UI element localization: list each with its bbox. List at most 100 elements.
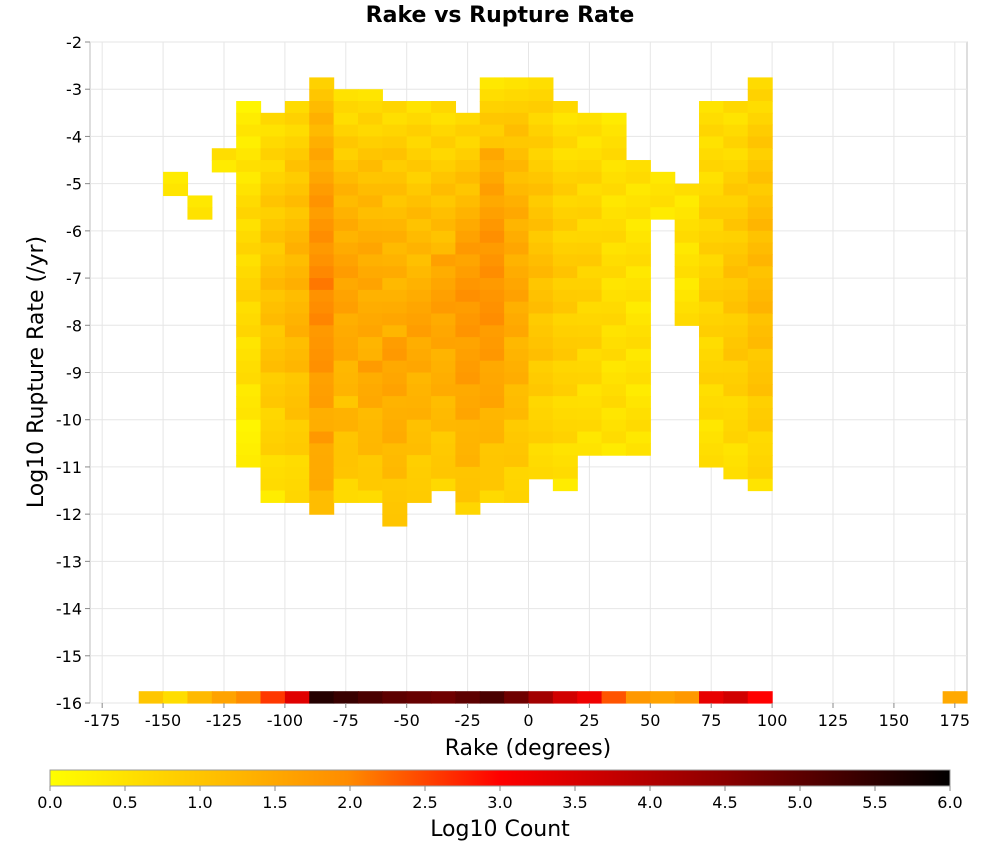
heatmap-cell [260, 360, 286, 374]
heatmap-cell [309, 360, 335, 374]
heatmap-cell [382, 691, 408, 704]
heatmap-cell [357, 372, 383, 385]
heatmap-cell [577, 195, 603, 208]
heatmap-cell [455, 502, 481, 515]
colorbar-tick-label: 4.0 [637, 793, 662, 812]
heatmap-cell [236, 443, 262, 456]
heatmap-cell [747, 254, 773, 267]
heatmap-cell [357, 490, 383, 503]
heatmap-cell [284, 101, 310, 114]
heatmap-cell [357, 325, 383, 338]
x-tick-label: -75 [333, 711, 359, 730]
colorbar-tick-label: 2.0 [337, 793, 362, 812]
heatmap-cell [699, 242, 724, 256]
heatmap-cell [260, 207, 286, 220]
heatmap-cell [455, 266, 481, 279]
heatmap-cell [236, 372, 262, 385]
heatmap-cell [382, 171, 408, 185]
heatmap-cell [357, 183, 383, 197]
heatmap-cell [309, 266, 335, 279]
heatmap-cell [504, 242, 530, 256]
heatmap-cell [699, 360, 724, 374]
heatmap-cell [723, 301, 749, 315]
heatmap-cell [577, 242, 603, 256]
heatmap-cell [455, 372, 481, 385]
heatmap-cell [747, 289, 773, 303]
x-tick-label: -100 [267, 711, 303, 730]
heatmap-cell [187, 207, 213, 220]
heatmap-cell [479, 325, 505, 338]
heatmap-cell [674, 289, 700, 303]
y-tick-label: -9 [66, 364, 82, 383]
heatmap-cell [479, 278, 505, 291]
heatmap-cell [357, 419, 383, 433]
heatmap-cell [431, 148, 457, 161]
heatmap-cell [504, 219, 530, 232]
heatmap-cell [284, 384, 310, 397]
heatmap-cell [260, 124, 286, 138]
heatmap-cell [577, 230, 603, 244]
heatmap-cell [601, 691, 627, 704]
heatmap-cell [431, 325, 457, 338]
heatmap-cell [723, 195, 749, 208]
heatmap-cell [406, 478, 432, 492]
heatmap-cell [504, 407, 530, 421]
heatmap-cell [577, 112, 603, 126]
heatmap-cell [479, 207, 505, 220]
heatmap-cell [357, 396, 383, 409]
heatmap-cell [504, 372, 530, 385]
heatmap-cell [406, 242, 432, 256]
heatmap-cell [699, 124, 724, 138]
heatmap-cell [431, 360, 457, 374]
heatmap-cell [504, 160, 530, 173]
heatmap-cell [455, 136, 481, 149]
heatmap-cell [236, 278, 262, 291]
heatmap-cell [406, 691, 432, 704]
heatmap-cell [382, 301, 408, 315]
heatmap-cell [333, 384, 359, 397]
heatmap-cell [504, 112, 530, 126]
heatmap-cell [552, 266, 578, 279]
heatmap-cell [163, 171, 189, 185]
heatmap-cell [625, 219, 651, 232]
heatmap-cell [382, 490, 408, 503]
heatmap-cell [309, 136, 335, 149]
heatmap-cell [382, 160, 408, 173]
heatmap-cell [552, 384, 578, 397]
heatmap-cell [431, 407, 457, 421]
heatmap-cell [406, 112, 432, 126]
heatmap-cell [601, 443, 627, 456]
heatmap-cell [479, 219, 505, 232]
heatmap-cell [357, 337, 383, 350]
heatmap-cell [625, 384, 651, 397]
heatmap-cell [260, 337, 286, 350]
heatmap-cell [333, 171, 359, 185]
heatmap-cell [309, 337, 335, 350]
heatmap-cell [260, 289, 286, 303]
heatmap-cell [309, 278, 335, 291]
heatmap-cell [577, 384, 603, 397]
heatmap-cell [699, 396, 724, 409]
colorbar-tick-label: 3.0 [487, 793, 512, 812]
heatmap-cell [236, 195, 262, 208]
heatmap-cell [431, 278, 457, 291]
y-tick-label: -11 [56, 458, 82, 477]
heatmap-cell [284, 360, 310, 374]
colorbar-tick-label: 0.5 [112, 793, 137, 812]
heatmap-cell [333, 124, 359, 138]
heatmap-cell [431, 230, 457, 244]
heatmap-cell [357, 407, 383, 421]
heatmap-cell [357, 136, 383, 149]
heatmap-cell [455, 171, 481, 185]
heatmap-cell [601, 266, 627, 279]
heatmap-cell [625, 278, 651, 291]
heatmap-cell [260, 266, 286, 279]
heatmap-cell [211, 160, 237, 173]
heatmap-cell [455, 466, 481, 480]
heatmap-cell [236, 183, 262, 197]
heatmap-cell [382, 443, 408, 456]
y-axis-label: Log10 Rupture Rate (/yr) [24, 236, 49, 508]
heatmap-cell [260, 313, 286, 326]
heatmap-cell [333, 136, 359, 149]
heatmap-cell [236, 254, 262, 267]
